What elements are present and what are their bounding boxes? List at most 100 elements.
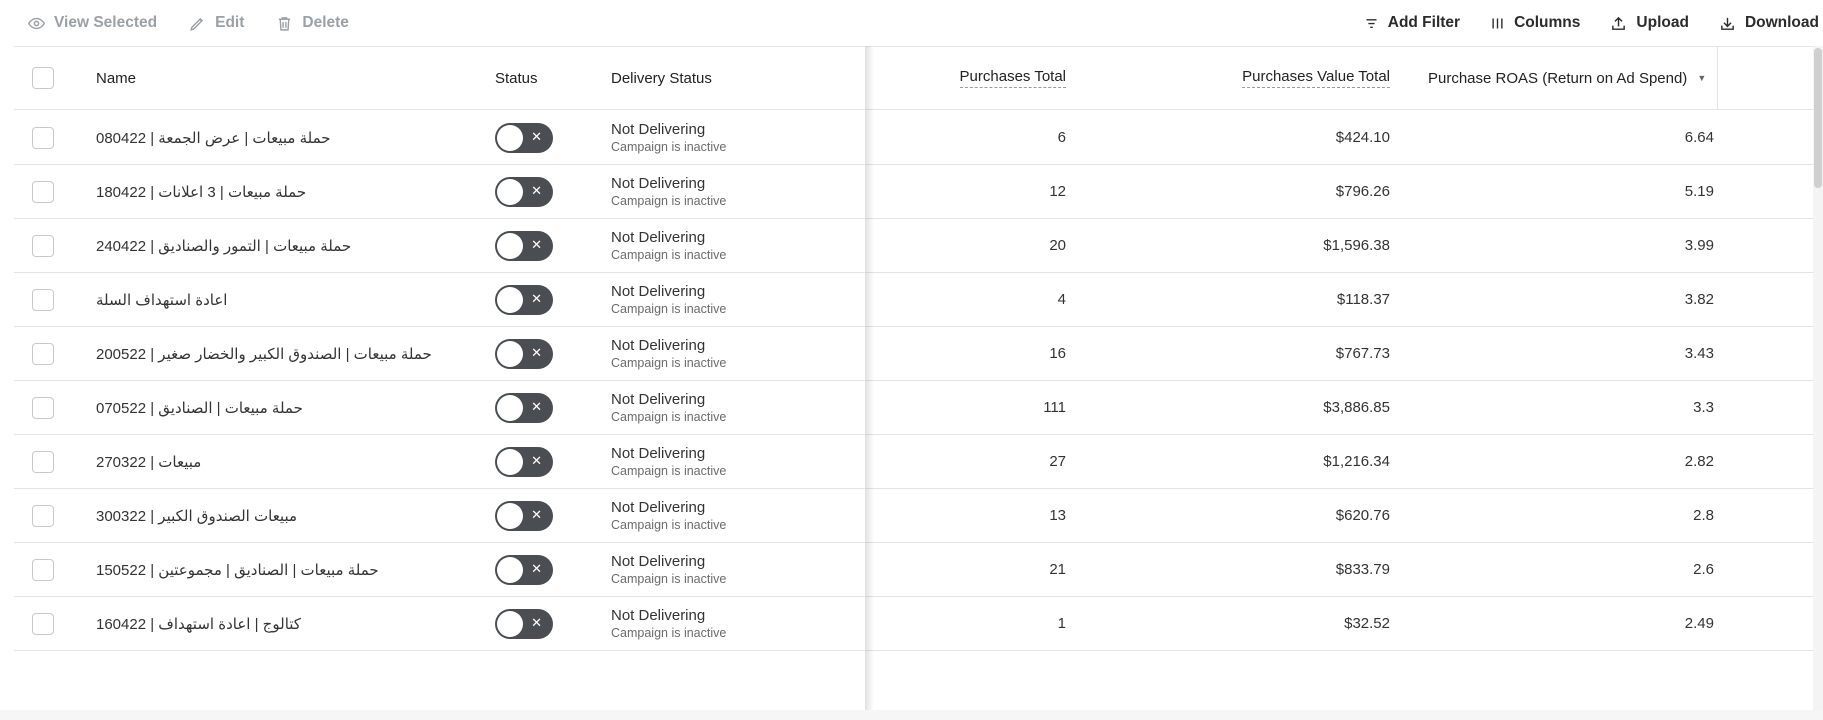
close-icon: ✕: [531, 507, 542, 523]
table-row[interactable]: حملة مبيعات | عرض الجمعة | 080422 ✕ Not De…: [14, 111, 1814, 165]
campaign-name[interactable]: كتالوج | اعادة استهداف | 160422: [96, 597, 496, 650]
delivery-status-text: Not Delivering: [611, 120, 706, 138]
campaign-name[interactable]: حملة مبيعات | عرض الجمعة | 080422: [96, 111, 496, 164]
status-toggle[interactable]: ✕: [495, 338, 553, 369]
column-header-status[interactable]: Status: [495, 69, 538, 87]
delete-button[interactable]: Delete: [276, 14, 349, 32]
purchase-roas-cell: 2.6: [1693, 561, 1714, 578]
view-selected-button[interactable]: View Selected: [28, 14, 157, 32]
purchase-roas-cell: 3.82: [1684, 291, 1714, 308]
delivery-status-subtext: Campaign is inactive: [611, 355, 727, 370]
campaign-name[interactable]: حملة مبيعات | الصندوق الكبير والخضار صغي…: [96, 327, 496, 380]
row-checkbox-cell: [32, 489, 54, 542]
row-checkbox[interactable]: [32, 288, 54, 311]
add-filter-button[interactable]: Add Filter: [1364, 14, 1460, 32]
status-toggle[interactable]: ✕: [495, 230, 553, 261]
row-checkbox[interactable]: [32, 126, 54, 149]
columns-button[interactable]: Columns: [1490, 14, 1580, 32]
table-row[interactable]: حملة مبيعات | الصناديق | 070522 ✕ Not Deli…: [14, 381, 1814, 435]
table-row[interactable]: حملة مبيعات | التمور والصناديق | 240422 ✕…: [14, 219, 1814, 273]
purchases-total-cell: 20: [1049, 237, 1066, 254]
campaign-name-text: حملة مبيعات | الصناديق | 070522: [96, 399, 303, 417]
row-checkbox[interactable]: [32, 396, 54, 419]
download-icon: [1721, 17, 1734, 30]
table-row[interactable]: حملة مبيعات | الصندوق الكبير والخضار صغي…: [14, 327, 1814, 381]
close-icon: ✕: [531, 129, 542, 145]
column-header-purchases-value-total[interactable]: Purchases Value Total: [1104, 47, 1390, 109]
status-toggle[interactable]: ✕: [495, 122, 553, 153]
toggle-knob: [497, 178, 523, 205]
status-cell: ✕: [495, 273, 553, 326]
table-row[interactable]: كتالوج | اعادة استهداف | 160422 ✕ Not Deli…: [14, 597, 1814, 651]
campaign-name[interactable]: حملة مبيعات | الصناديق | 070522: [96, 381, 496, 434]
delivery-status-subtext: Campaign is inactive: [611, 301, 727, 316]
edit-button[interactable]: Edit: [189, 14, 244, 32]
toggle-knob: [497, 286, 523, 313]
status-toggle[interactable]: ✕: [495, 446, 553, 477]
column-header-purchase-roas[interactable]: Purchase ROAS (Return on Ad Spend) ▼: [1414, 47, 1714, 109]
row-checkbox[interactable]: [32, 612, 54, 635]
row-checkbox[interactable]: [32, 450, 54, 473]
table-row[interactable]: حملة مبيعات | الصناديق | مجموعتين | 1505…: [14, 543, 1814, 597]
columns-label: Columns: [1514, 14, 1581, 31]
status-toggle[interactable]: ✕: [495, 554, 553, 585]
vertical-scrollbar[interactable]: [1813, 46, 1823, 720]
horizontal-scrollbar[interactable]: [0, 710, 1823, 720]
delivery-status-cell: Not Delivering Campaign is inactive: [611, 219, 861, 272]
purchase-roas-cell: 6.64: [1684, 129, 1714, 146]
toggle-knob: [497, 502, 523, 529]
status-toggle[interactable]: ✕: [495, 176, 553, 207]
campaign-name[interactable]: مبيعات | 270322: [96, 435, 496, 488]
toggle-knob: [497, 394, 523, 421]
row-checkbox[interactable]: [32, 342, 54, 365]
delivery-status-cell: Not Delivering Campaign is inactive: [611, 435, 861, 488]
download-button[interactable]: Download: [1719, 14, 1819, 32]
table-row[interactable]: حملة مبيعات | 3 اعلانات | 180422 ✕ Not Del…: [14, 165, 1814, 219]
campaign-name[interactable]: حملة مبيعات | التمور والصناديق | 240422: [96, 219, 496, 272]
column-header-purchases-total[interactable]: Purchases Total: [880, 47, 1066, 109]
upload-button[interactable]: Upload: [1610, 14, 1689, 32]
header-checkbox-cell: [32, 47, 54, 109]
campaign-name[interactable]: حملة مبيعات | الصناديق | مجموعتين | 1505…: [96, 543, 496, 596]
campaign-name[interactable]: حملة مبيعات | 3 اعلانات | 180422: [96, 165, 496, 218]
row-checkbox[interactable]: [32, 558, 54, 581]
toggle-knob: [497, 610, 523, 637]
chevron-down-icon[interactable]: ▼: [1697, 73, 1707, 83]
status-toggle[interactable]: ✕: [495, 500, 553, 531]
purchases-value-total-cell: $424.10: [1335, 129, 1390, 146]
toggle-knob: [497, 124, 523, 151]
column-header-value-label: Purchases Value Total: [1242, 68, 1390, 88]
status-cell: ✕: [495, 219, 553, 272]
close-icon: ✕: [531, 399, 542, 415]
row-checkbox[interactable]: [32, 234, 54, 257]
delivery-status-text: Not Delivering: [611, 552, 706, 570]
purchases-value-total-cell: $3,886.85: [1323, 399, 1390, 416]
status-toggle[interactable]: ✕: [495, 608, 553, 639]
status-cell: ✕: [495, 327, 553, 380]
column-header-name[interactable]: Name: [96, 69, 137, 87]
row-checkbox-cell: [32, 111, 54, 164]
delivery-status-text: Not Delivering: [611, 174, 706, 192]
campaign-name[interactable]: مبيعات الصندوق الكبير | 300322: [96, 489, 496, 542]
upload-label: Upload: [1636, 14, 1689, 31]
purchases-total-cell: 27: [1049, 453, 1066, 470]
row-checkbox[interactable]: [32, 180, 54, 203]
row-checkbox-cell: [32, 273, 54, 326]
status-toggle[interactable]: ✕: [495, 392, 553, 423]
select-all-checkbox[interactable]: [32, 67, 54, 89]
purchases-total-cell: 16: [1049, 345, 1066, 362]
close-icon: ✕: [531, 561, 542, 577]
table-row[interactable]: مبيعات | 270322 ✕ Not Delivering Campaign i…: [14, 435, 1814, 489]
purchases-value-total-cell: $767.73: [1335, 345, 1390, 362]
column-header-delivery-status[interactable]: Delivery Status: [611, 47, 861, 109]
vertical-scrollbar-thumb[interactable]: [1814, 48, 1822, 188]
status-toggle[interactable]: ✕: [495, 284, 553, 315]
campaign-name[interactable]: اعادة استهداف السلة: [96, 273, 496, 326]
row-checkbox[interactable]: [32, 504, 54, 527]
column-header-delivery-label: Delivery Status: [611, 69, 712, 87]
status-cell: ✕: [495, 435, 553, 488]
delivery-status-cell: Not Delivering Campaign is inactive: [611, 381, 861, 434]
purchase-roas-cell: 3.43: [1684, 345, 1714, 362]
table-row[interactable]: مبيعات الصندوق الكبير | 300322 ✕ Not Deliv…: [14, 489, 1814, 543]
table-row[interactable]: اعادة استهداف السلة ✕ Not Delivering Campai…: [14, 273, 1814, 327]
